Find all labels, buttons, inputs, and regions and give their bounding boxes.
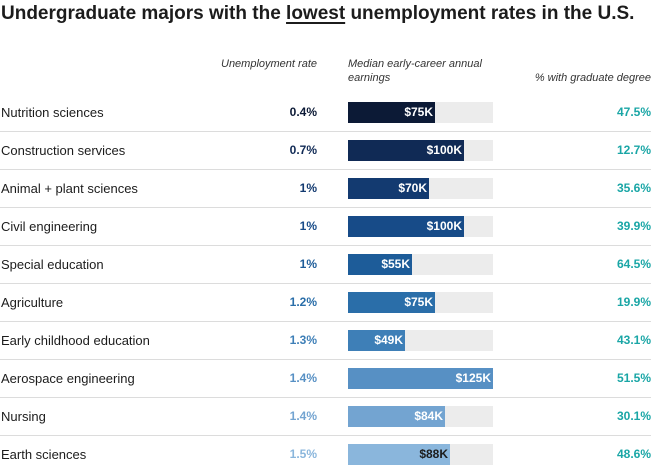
earnings-bar bbox=[348, 216, 464, 237]
graduate-degree-value: 35.6% bbox=[616, 181, 651, 195]
major-label: Animal + plant sciences bbox=[1, 181, 138, 196]
table-row: Agriculture 1.2% $75K 19.9% bbox=[0, 284, 651, 322]
earnings-bar bbox=[348, 254, 412, 275]
header-unemployment-rate: Unemployment rate bbox=[221, 58, 317, 70]
graduate-degree-value: 19.9% bbox=[616, 295, 651, 309]
earnings-bar-track: $55K bbox=[348, 254, 493, 275]
earnings-bar bbox=[348, 330, 405, 351]
earnings-bar bbox=[348, 406, 445, 427]
header-graduate-degree: % with graduate degree bbox=[534, 72, 651, 84]
title-emphasis: lowest bbox=[286, 3, 346, 24]
earnings-bar bbox=[348, 292, 435, 313]
earnings-bar-label: $75K bbox=[404, 295, 433, 309]
unemployment-rate-value: 1% bbox=[299, 181, 317, 195]
unemployment-rate-value: 1.2% bbox=[289, 295, 317, 309]
earnings-bar-track: $75K bbox=[348, 102, 493, 123]
table-row: Construction services 0.7% $100K 12.7% bbox=[0, 132, 651, 170]
earnings-bar-label: $125K bbox=[455, 371, 491, 385]
major-label: Earth sciences bbox=[1, 447, 87, 462]
earnings-bar-label: $49K bbox=[374, 333, 403, 347]
unemployment-rate-value: 1.3% bbox=[289, 333, 317, 347]
table-row: Special education 1% $55K 64.5% bbox=[0, 246, 651, 284]
title-suffix: unemployment rates in the U.S. bbox=[345, 3, 635, 24]
table-row: Civil engineering 1% $100K 39.9% bbox=[0, 208, 651, 246]
major-label: Construction services bbox=[1, 143, 126, 158]
chart-title: Undergraduate majors with the lowest une… bbox=[1, 3, 634, 25]
unemployment-rate-value: 1.4% bbox=[289, 371, 317, 385]
major-label: Civil engineering bbox=[1, 219, 98, 234]
earnings-bar bbox=[348, 102, 435, 123]
unemployment-rate-value: 0.7% bbox=[289, 143, 317, 157]
graduate-degree-value: 30.1% bbox=[616, 409, 651, 423]
unemployment-rate-value: 1% bbox=[299, 219, 317, 233]
earnings-bar-label: $75K bbox=[404, 105, 433, 119]
earnings-bar-track: $84K bbox=[348, 406, 493, 427]
unemployment-rate-value: 0.4% bbox=[289, 105, 317, 119]
unemployment-rate-value: 1% bbox=[299, 257, 317, 271]
major-label: Aerospace engineering bbox=[1, 371, 135, 386]
earnings-bar-track: $49K bbox=[348, 330, 493, 351]
major-label: Nursing bbox=[1, 409, 46, 424]
major-label: Nutrition sciences bbox=[1, 105, 104, 120]
graduate-degree-value: 47.5% bbox=[616, 105, 651, 119]
table-row: Animal + plant sciences 1% $70K 35.6% bbox=[0, 170, 651, 208]
graduate-degree-value: 64.5% bbox=[616, 257, 651, 271]
table-row: Early childhood education 1.3% $49K 43.1% bbox=[0, 322, 651, 360]
earnings-bar-label: $84K bbox=[414, 409, 443, 423]
graduate-degree-value: 51.5% bbox=[616, 371, 651, 385]
graduate-degree-value: 12.7% bbox=[616, 143, 651, 157]
major-label: Special education bbox=[1, 257, 104, 272]
earnings-bar bbox=[348, 444, 450, 465]
table-row: Earth sciences 1.5% $88K 48.6% bbox=[0, 436, 651, 474]
table-row: Aerospace engineering 1.4% $125K 51.5% bbox=[0, 360, 651, 398]
graduate-degree-value: 39.9% bbox=[616, 219, 651, 233]
earnings-bar-label: $55K bbox=[381, 257, 410, 271]
earnings-bar bbox=[348, 368, 493, 389]
chart-rows: Nutrition sciences 0.4% $75K 47.5% Construct… bbox=[0, 94, 651, 474]
graduate-degree-value: 43.1% bbox=[616, 333, 651, 347]
earnings-bar bbox=[348, 178, 429, 199]
earnings-bar-label: $100K bbox=[426, 219, 462, 233]
earnings-bar-track: $70K bbox=[348, 178, 493, 199]
earnings-bar-track: $75K bbox=[348, 292, 493, 313]
earnings-bar-label: $88K bbox=[419, 447, 448, 461]
earnings-bar-track: $100K bbox=[348, 140, 493, 161]
unemployment-rate-value: 1.4% bbox=[289, 409, 317, 423]
earnings-bar-track: $88K bbox=[348, 444, 493, 465]
table-row: Nursing 1.4% $84K 30.1% bbox=[0, 398, 651, 436]
table-row: Nutrition sciences 0.4% $75K 47.5% bbox=[0, 94, 651, 132]
major-label: Agriculture bbox=[1, 295, 64, 310]
earnings-bar-label: $70K bbox=[398, 181, 427, 195]
title-prefix: Undergraduate majors with the bbox=[1, 3, 287, 24]
earnings-bar-track: $125K bbox=[348, 368, 493, 389]
header-earnings: Median early-career annual earnings bbox=[348, 58, 482, 84]
earnings-bar bbox=[348, 140, 464, 161]
unemployment-rate-value: 1.5% bbox=[289, 447, 317, 461]
earnings-bar-track: $100K bbox=[348, 216, 493, 237]
graduate-degree-value: 48.6% bbox=[616, 447, 651, 461]
major-label: Early childhood education bbox=[1, 333, 150, 348]
earnings-bar-label: $100K bbox=[426, 143, 462, 157]
